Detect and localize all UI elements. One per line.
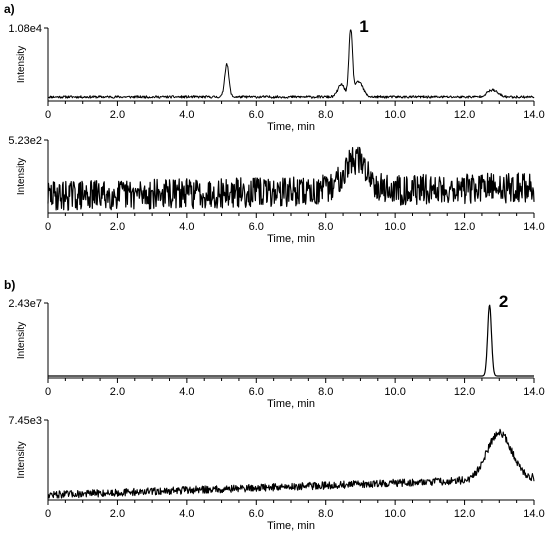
x-tick-label: 4.0 xyxy=(179,508,194,520)
y-max-label: 2.43e7 xyxy=(8,298,42,310)
x-tick-label: 8.0 xyxy=(318,109,333,121)
x-tick-label: 8.0 xyxy=(318,508,333,520)
plot-1: 0 2.0 4.0 6.0 8.0 10.0 12.0 14.0 1.08e4 Intensity… xyxy=(8,17,544,133)
x-tick-label: 0 xyxy=(45,386,51,398)
chromatogram-trace xyxy=(47,428,535,499)
y-max-label: 7.45e3 xyxy=(8,415,42,427)
y-max-label: 1.08e4 xyxy=(8,23,42,35)
plot-2: 0 2.0 4.0 6.0 8.0 10.0 12.0 14.0 5.23e2 Intensity… xyxy=(8,135,544,245)
x-tick-label: 6.0 xyxy=(249,386,264,398)
x-tick-label: 10.0 xyxy=(384,221,405,233)
x-tick-label: 12.0 xyxy=(454,386,475,398)
y-axis-label: Intensity xyxy=(16,158,27,195)
x-tick-label: 8.0 xyxy=(318,386,333,398)
panel-label-b: b) xyxy=(4,278,15,292)
x-tick-label: 6.0 xyxy=(249,109,264,121)
x-tick-label: 6.0 xyxy=(249,508,264,520)
chromatogram-trace xyxy=(47,304,535,377)
chromatogram-trace xyxy=(47,29,535,99)
x-tick-label: 12.0 xyxy=(454,221,475,233)
x-tick-label: 12.0 xyxy=(454,109,475,121)
x-tick-label: 14.0 xyxy=(523,508,544,520)
y-axis-label: Intensity xyxy=(16,441,27,478)
x-tick-label: 10.0 xyxy=(384,508,405,520)
x-tick-label: 14.0 xyxy=(523,109,544,121)
x-tick-label: 8.0 xyxy=(318,221,333,233)
x-tick-label: 14.0 xyxy=(523,386,544,398)
y-axis-label: Intensity xyxy=(16,322,27,359)
x-tick-label: 2.0 xyxy=(110,508,125,520)
plot-4: 0 2.0 4.0 6.0 8.0 10.0 12.0 14.0 7.45e3 Intensity… xyxy=(8,415,544,532)
plot-3: 0 2.0 4.0 6.0 8.0 10.0 12.0 14.0 2.43e7 Intensity… xyxy=(8,292,544,410)
x-axis-label: Time, min xyxy=(267,233,315,245)
x-tick-label: 4.0 xyxy=(179,386,194,398)
peak-annotation: 2 xyxy=(499,292,508,311)
x-tick-label: 0 xyxy=(45,508,51,520)
x-tick-label: 2.0 xyxy=(110,109,125,121)
x-tick-label: 10.0 xyxy=(384,386,405,398)
peak-annotation: 1 xyxy=(359,17,368,36)
plots-group: 0 2.0 4.0 6.0 8.0 10.0 12.0 14.01.08e4Intensity… xyxy=(8,17,544,532)
x-tick-label: 14.0 xyxy=(523,221,544,233)
x-tick-label: 6.0 xyxy=(249,221,264,233)
x-tick-label: 4.0 xyxy=(179,221,194,233)
y-axis-label: Intensity xyxy=(16,46,27,83)
x-tick-label: 2.0 xyxy=(110,386,125,398)
x-axis-label: Time, min xyxy=(267,121,315,133)
x-tick-label: 4.0 xyxy=(179,109,194,121)
chromatogram-trace xyxy=(47,146,535,211)
x-tick-label: 0 xyxy=(45,109,51,121)
x-tick-label: 0 xyxy=(45,221,51,233)
x-axis-label: Time, min xyxy=(267,398,315,410)
x-tick-label: 2.0 xyxy=(110,221,125,233)
x-tick-label: 10.0 xyxy=(384,109,405,121)
y-max-label: 5.23e2 xyxy=(8,135,42,147)
x-axis-label: Time, min xyxy=(267,520,315,532)
panel-label-a: a) xyxy=(4,2,15,16)
x-tick-label: 12.0 xyxy=(454,508,475,520)
